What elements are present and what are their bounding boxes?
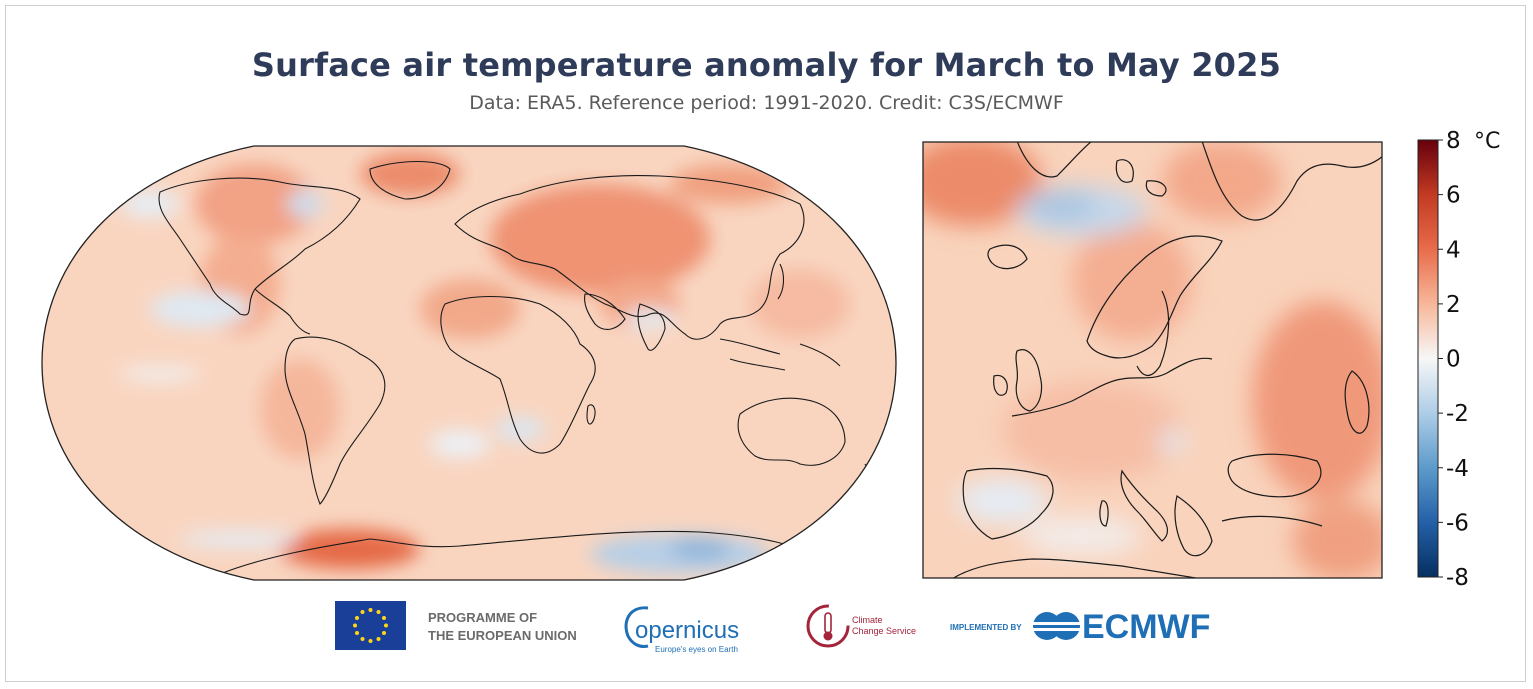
europe-map [922, 141, 1383, 579]
c3s-line2: Change Service [852, 626, 916, 636]
colorbar-tick-label: -4 [1446, 456, 1469, 482]
colorbar-gradient [1417, 139, 1439, 578]
colorbar: 8 6 4 2 0 -2 -4 -6 -8 [1417, 128, 1469, 590]
colorbar-tick-label: 2 [1446, 292, 1461, 318]
c3s-logo: Climate Change Service [806, 604, 916, 648]
copernicus-logo: opernicus Europe's eyes on Earth [624, 606, 739, 654]
colorbar-tick-label: 4 [1446, 237, 1461, 263]
ecmwf-logo: IMPLEMENTED BY ECMWF [950, 608, 1210, 646]
colorbar-ticks: 8 6 4 2 0 -2 -4 -6 -8 [1438, 128, 1469, 590]
logo-strip: PROGRAMME OF THE EUROPEAN UNION opernicu… [335, 601, 1210, 654]
colorbar-tick-label: -6 [1446, 510, 1469, 536]
colorbar-tick-label: 8 [1446, 128, 1461, 154]
eu-programme-line2: THE EUROPEAN UNION [428, 628, 577, 643]
eu-programme-line1: PROGRAMME OF [428, 610, 537, 625]
colorbar-tick-label: 6 [1446, 183, 1461, 209]
ecmwf-wordmark: ECMWF [1082, 608, 1210, 646]
c3s-line1: Climate [852, 615, 883, 625]
colorbar-tick-label: -8 [1446, 565, 1469, 590]
colorbar-tick-label: 0 [1446, 347, 1461, 373]
eu-flag-logo [335, 601, 406, 650]
chart-subtitle: Data: ERA5. Reference period: 1991-2020.… [469, 92, 1064, 114]
copernicus-tagline: Europe's eyes on Earth [655, 645, 738, 654]
ecmwf-symbol-icon [1033, 612, 1081, 640]
global-map [41, 145, 897, 581]
colorbar-unit: °C [1474, 129, 1501, 154]
implemented-by-label: IMPLEMENTED BY [950, 623, 1022, 632]
copernicus-wordmark: opernicus [635, 617, 739, 644]
colorbar-tick-label: -2 [1446, 401, 1469, 427]
chart-title: Surface air temperature anomaly for Marc… [251, 46, 1282, 84]
